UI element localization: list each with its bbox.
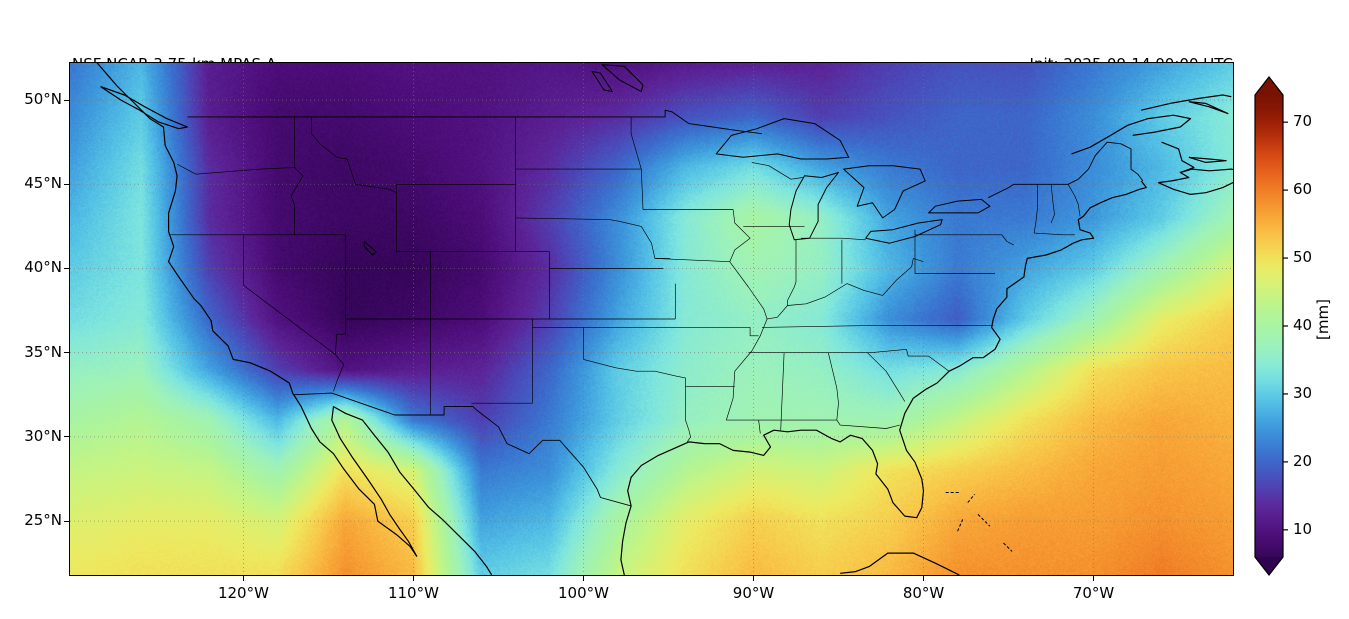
colorbar-tick-label: 30 [1293, 383, 1313, 402]
y-tick-label: 50°N [24, 90, 62, 109]
missouri-river-ne-ia [641, 226, 671, 259]
x-tick-mark [582, 576, 584, 581]
y-tick-mark [64, 267, 69, 269]
wa-or [176, 163, 297, 175]
red-river-north [630, 116, 642, 170]
y-tick-label: 30°N [24, 426, 62, 445]
lake-erie [865, 219, 943, 244]
ga-al [827, 352, 839, 421]
vt-nh [1050, 184, 1055, 224]
red-river-tx [583, 359, 686, 379]
x-tick-mark [412, 576, 414, 581]
colorbar [1254, 76, 1288, 576]
map-overlay [70, 63, 1233, 575]
x-tick-label: 70°W [1072, 584, 1115, 602]
vancouver-island [100, 86, 188, 130]
eleuthera [977, 514, 991, 527]
colorbar-units-label: [mm] [1314, 299, 1332, 340]
y-tick-label: 40°N [24, 258, 62, 277]
lake-manitoba [591, 70, 613, 93]
colorbar-tick-label: 10 [1293, 519, 1313, 538]
x-tick-mark [1093, 576, 1095, 581]
mn-sd [640, 169, 644, 210]
long-island-bahamas [1003, 542, 1013, 552]
andros [957, 519, 964, 532]
lake-winnipeg [601, 64, 644, 93]
colorbar-gradient [1255, 95, 1283, 557]
anticosti-island [1188, 101, 1229, 115]
mi-in-oh [801, 237, 866, 241]
x-tick-mark [242, 576, 244, 581]
lake-michigan [788, 172, 839, 241]
sc-ga-savannah [867, 352, 906, 402]
y-tick-mark [64, 99, 69, 101]
prince-edward-island [1188, 156, 1227, 163]
ohio-river [767, 258, 924, 320]
tx-la [685, 377, 691, 443]
colorbar-tick-label: 40 [1293, 316, 1313, 334]
ky-tn [761, 325, 861, 328]
nova-scotia [1157, 168, 1233, 195]
id-west [290, 116, 304, 235]
x-tick-label: 90°W [732, 584, 775, 602]
ny-vt [1033, 184, 1038, 234]
lake-superior [715, 118, 850, 160]
pa-ny [915, 234, 1014, 246]
pacific-coast [96, 63, 418, 557]
wi-mi [751, 162, 803, 180]
colorbar-extend-min [1255, 557, 1283, 575]
great-salt-lake [363, 241, 377, 256]
y-tick-label: 45°N [24, 174, 62, 193]
ms-la [758, 420, 761, 434]
colorbar-tick-label: 20 [1293, 451, 1313, 470]
y-tick-mark [64, 436, 69, 438]
colorbar-tick-label: 50 [1293, 248, 1313, 267]
gulf-atlantic-coast [620, 180, 1147, 575]
new-brunswick-coast [1161, 141, 1195, 174]
y-tick-label: 25°N [24, 511, 62, 530]
sd-ne [515, 217, 642, 227]
cuba-north-coast [840, 552, 960, 575]
x-tick-label: 100°W [558, 584, 609, 602]
x-tick-mark [923, 576, 925, 581]
colorbar-outline [1254, 76, 1284, 576]
nh-me [1067, 184, 1081, 217]
abaco [967, 493, 975, 503]
colorbar-tick-label: 60 [1293, 180, 1313, 199]
us-canada-west [187, 109, 763, 135]
ga-fl [836, 419, 900, 429]
y-tick-mark [64, 352, 69, 354]
y-tick-mark [64, 520, 69, 522]
lake-ontario [928, 198, 991, 214]
colorbar-extend-max [1255, 77, 1283, 95]
mississippi-river [725, 209, 768, 421]
ca-nv [243, 234, 345, 392]
gulf-st-lawrence-north-shore [1141, 94, 1232, 111]
colorbar-tick-label: 70 [1293, 112, 1313, 131]
x-tick-label: 110°W [387, 584, 439, 602]
ma-south [1034, 232, 1075, 236]
x-tick-label: 80°W [902, 584, 945, 602]
y-tick-mark [64, 183, 69, 185]
y-tick-label: 35°N [24, 342, 62, 361]
x-tick-mark [753, 576, 755, 581]
x-tick-label: 120°W [217, 584, 269, 602]
mo-ar [675, 327, 759, 337]
nv-ut-az [334, 234, 346, 355]
baja-gulf-of-california [331, 406, 493, 575]
us-canada-east [988, 141, 1144, 199]
mt-id [311, 116, 397, 193]
lake-huron [843, 165, 926, 219]
ms-al [780, 352, 785, 431]
st-lawrence [1071, 114, 1192, 155]
ia-mo [654, 258, 730, 263]
il-in [787, 239, 797, 306]
us-mexico [292, 392, 632, 507]
